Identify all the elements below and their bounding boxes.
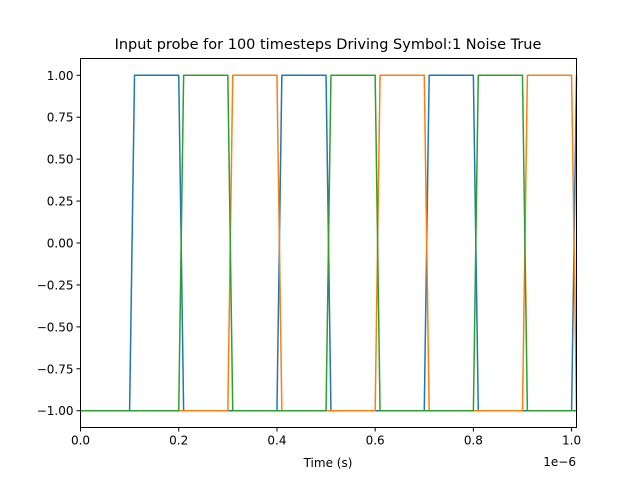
- y-tick-label: −1.00: [37, 404, 74, 418]
- x-tick-label: 0.8: [464, 434, 483, 448]
- x-tick-label: 0.0: [71, 434, 90, 448]
- series-layer: [80, 74, 578, 412]
- y-tick-label: 1.00: [47, 69, 74, 83]
- axes-layer: 0.0 0.2 0.4 0.6 0.8 1.0 1.00 0.75 0.50 0.25 0.00 −0…: [37, 69, 581, 448]
- y-tick-label: −0.25: [37, 278, 74, 292]
- x-tick-label: 1.0: [562, 434, 581, 448]
- x-tick-label: 0.6: [366, 434, 385, 448]
- x-tick-label: 0.4: [267, 434, 286, 448]
- y-tick-label: 0.00: [47, 237, 74, 251]
- plot-frame: [80, 58, 577, 428]
- y-tick-label: −0.75: [37, 362, 74, 376]
- series-line-3: [80, 74, 577, 412]
- x-tick-label: 0.2: [169, 434, 188, 448]
- x-axis-title: Time (s): [303, 456, 353, 470]
- x-offset-label: 1e−6: [543, 455, 576, 469]
- series-line-1: [80, 74, 578, 412]
- y-tick-label: 0.50: [47, 153, 74, 167]
- y-tick-label: 0.75: [47, 111, 74, 125]
- series-line-2: [80, 74, 578, 412]
- y-tick-label: 0.25: [47, 195, 74, 209]
- chart-title: Input probe for 100 timesteps Driving Sy…: [115, 37, 542, 53]
- y-tick-label: −0.50: [37, 320, 74, 334]
